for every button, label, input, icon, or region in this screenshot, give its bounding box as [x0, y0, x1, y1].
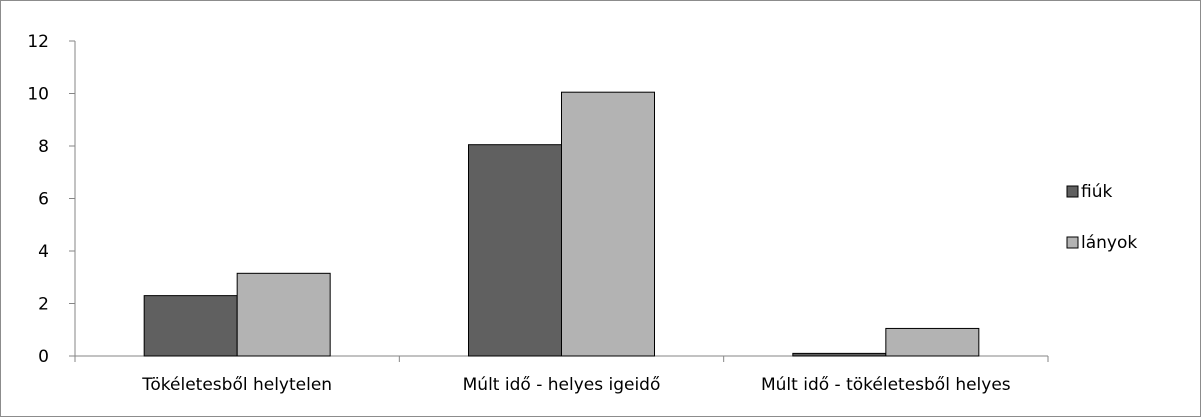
legend-swatch [1066, 236, 1079, 249]
y-tick-label: 0 [38, 347, 49, 367]
bar-fiuk [468, 144, 562, 357]
y-tick-labels: 0 2 4 6 8 10 12 [27, 32, 49, 367]
category-labels: Tökéletesből helytelen Múlt idő - helyes … [141, 375, 1011, 395]
legend-label: fiúk [1081, 182, 1112, 202]
legend: fiúk lányok [1066, 182, 1137, 253]
category-label: Múlt idő - helyes igeidő [463, 375, 661, 395]
bar-lanyok [885, 327, 980, 357]
y-tick-label: 4 [38, 242, 49, 262]
bar-fiuk [143, 295, 238, 357]
y-tick-label: 2 [38, 295, 49, 315]
category-label: Tökéletesből helytelen [141, 375, 332, 395]
bar-lanyok [561, 91, 655, 357]
legend-label: lányok [1081, 233, 1137, 253]
y-tick-label: 8 [38, 137, 49, 157]
legend-swatch [1066, 185, 1079, 198]
y-tick-label: 10 [27, 85, 49, 105]
y-tick-label: 6 [38, 190, 49, 210]
bar-lanyok [236, 272, 331, 357]
category-label: Múlt idő - tökéletesből helyes [761, 375, 1011, 395]
bar-fiuk [792, 352, 887, 357]
y-tick-label: 12 [27, 32, 49, 52]
bars [143, 91, 980, 357]
